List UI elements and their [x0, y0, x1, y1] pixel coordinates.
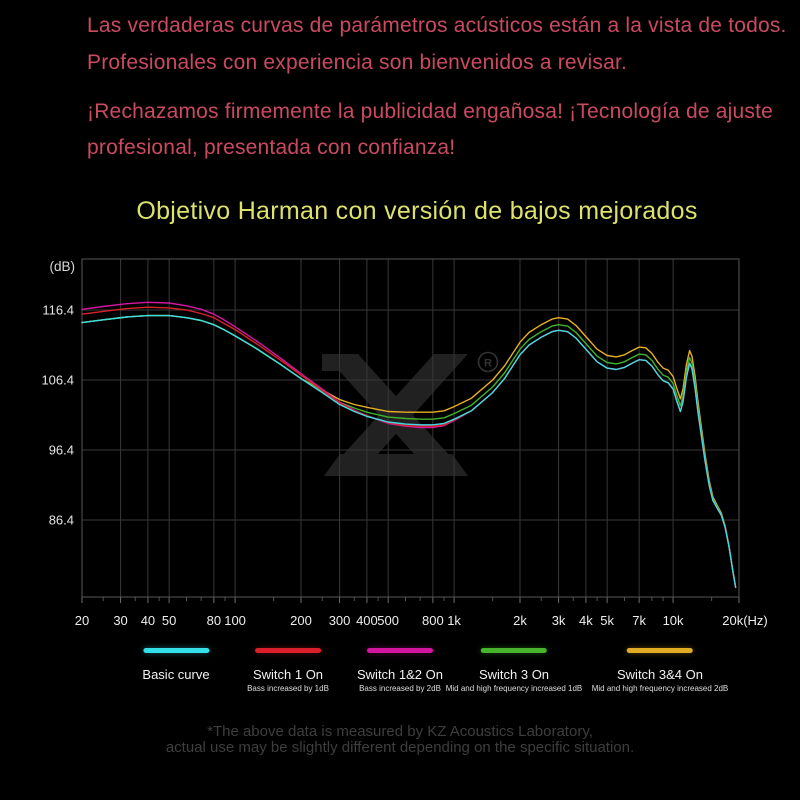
chart-axis-labels: 20 30 40 50 80 100 200 300 400 500 800 1k 2k 3k 4k 5k 7k…: [41, 303, 767, 629]
legend-label: Basic curve: [142, 667, 210, 682]
svg-text:86.4: 86.4: [49, 513, 74, 528]
svg-text:116.4: 116.4: [42, 303, 74, 318]
svg-text:3k: 3k: [552, 613, 566, 628]
legend-swatch-switch-3: [481, 648, 547, 653]
svg-text:96.4: 96.4: [49, 443, 74, 458]
svg-text:100: 100: [224, 613, 246, 628]
svg-text:500: 500: [377, 613, 399, 628]
legend-label: Switch 1&2 On: [357, 667, 443, 682]
svg-text:4k: 4k: [579, 613, 593, 628]
curve-basic-curve: [81, 314, 737, 588]
curve-switch-3-on: [81, 314, 737, 588]
svg-text:2k: 2k: [513, 613, 527, 628]
frequency-response-chart: R 20 30 40 50 80 100 200 300 400 500 800 1k 2k 3k 4k 5k…: [41, 258, 768, 629]
svg-text:20k(Hz): 20k(Hz): [722, 613, 768, 628]
legend-label: Switch 1 On: [252, 667, 324, 682]
legend-swatch-switch-1: [254, 648, 321, 653]
registered-trademark-icon: [477, 351, 499, 373]
disclaimer-line-1: *The above data is measured by KZ Acoust…: [207, 723, 593, 740]
chart-title: Objetivo Harman con versión de bajos mej…: [136, 197, 698, 225]
svg-text:7k: 7k: [632, 613, 646, 628]
legend-label: Switch 3 On: [478, 667, 550, 682]
legend-label: Switch 3&4 On: [617, 667, 703, 682]
legend-swatch-switch-1-2: [367, 648, 433, 653]
svg-text:1k: 1k: [447, 613, 461, 628]
legend-sublabel: Bass increased by 1dB: [247, 684, 329, 693]
legend-sublabel: Bass increased by 2dB: [359, 684, 441, 693]
header-claim-line-2: Profesionales con experiencia son bienve…: [87, 51, 628, 74]
disclaimer: *The above data is measured by KZ Acoust…: [0, 724, 800, 756]
svg-text:400: 400: [356, 613, 378, 628]
kz-logo-watermark-icon: R: [322, 351, 499, 476]
legend-item-switch-1-2: Switch 1&2 On Bass increased by 2dB: [357, 638, 443, 693]
chart-legend: Basic curve Switch 1 On Bass increased b…: [0, 638, 800, 708]
svg-text:R: R: [484, 358, 492, 370]
svg-text:800: 800: [422, 613, 444, 628]
svg-text:300: 300: [329, 613, 351, 628]
legend-item-switch-3-4: Switch 3&4 On Mid and high frequency inc…: [591, 638, 729, 693]
plot-border: [81, 258, 740, 598]
svg-text:106.4: 106.4: [41, 373, 74, 388]
legend-swatch-switch-3-4: [627, 648, 693, 653]
curve-switch-3-4-on: [81, 314, 737, 588]
legend-item-switch-1: Switch 1 On Bass increased by 1dB: [247, 638, 329, 693]
legend-sublabel: Mid and high frequency increased 1dB: [445, 684, 583, 693]
svg-text:80: 80: [207, 613, 221, 628]
header-claim-line-1: Las verdaderas curvas de parámetros acús…: [87, 14, 787, 37]
legend-swatch-basic-curve: [142, 648, 209, 653]
svg-text:200: 200: [290, 613, 312, 628]
disclaimer-line-2: actual use may be slightly different dep…: [165, 739, 635, 756]
svg-text:30: 30: [113, 613, 127, 628]
legend-sublabel: Mid and high frequency increased 2dB: [591, 684, 729, 693]
y-axis-unit-label: (dB): [49, 259, 75, 274]
header-claim-line-3: ¡Rechazamos firmemente la publicidad eng…: [87, 100, 773, 123]
svg-text:10k: 10k: [663, 613, 684, 628]
legend-item-basic-curve: Basic curve: [142, 638, 210, 684]
chart-curves: [81, 301, 737, 588]
svg-text:5k: 5k: [600, 613, 614, 628]
svg-text:40: 40: [141, 613, 155, 628]
header-claim-line-4: profesional, presentada con confianza!: [87, 136, 456, 159]
legend-item-switch-3: Switch 3 On Mid and high frequency incre…: [445, 638, 583, 693]
svg-text:20: 20: [75, 613, 89, 628]
svg-text:50: 50: [162, 613, 176, 628]
